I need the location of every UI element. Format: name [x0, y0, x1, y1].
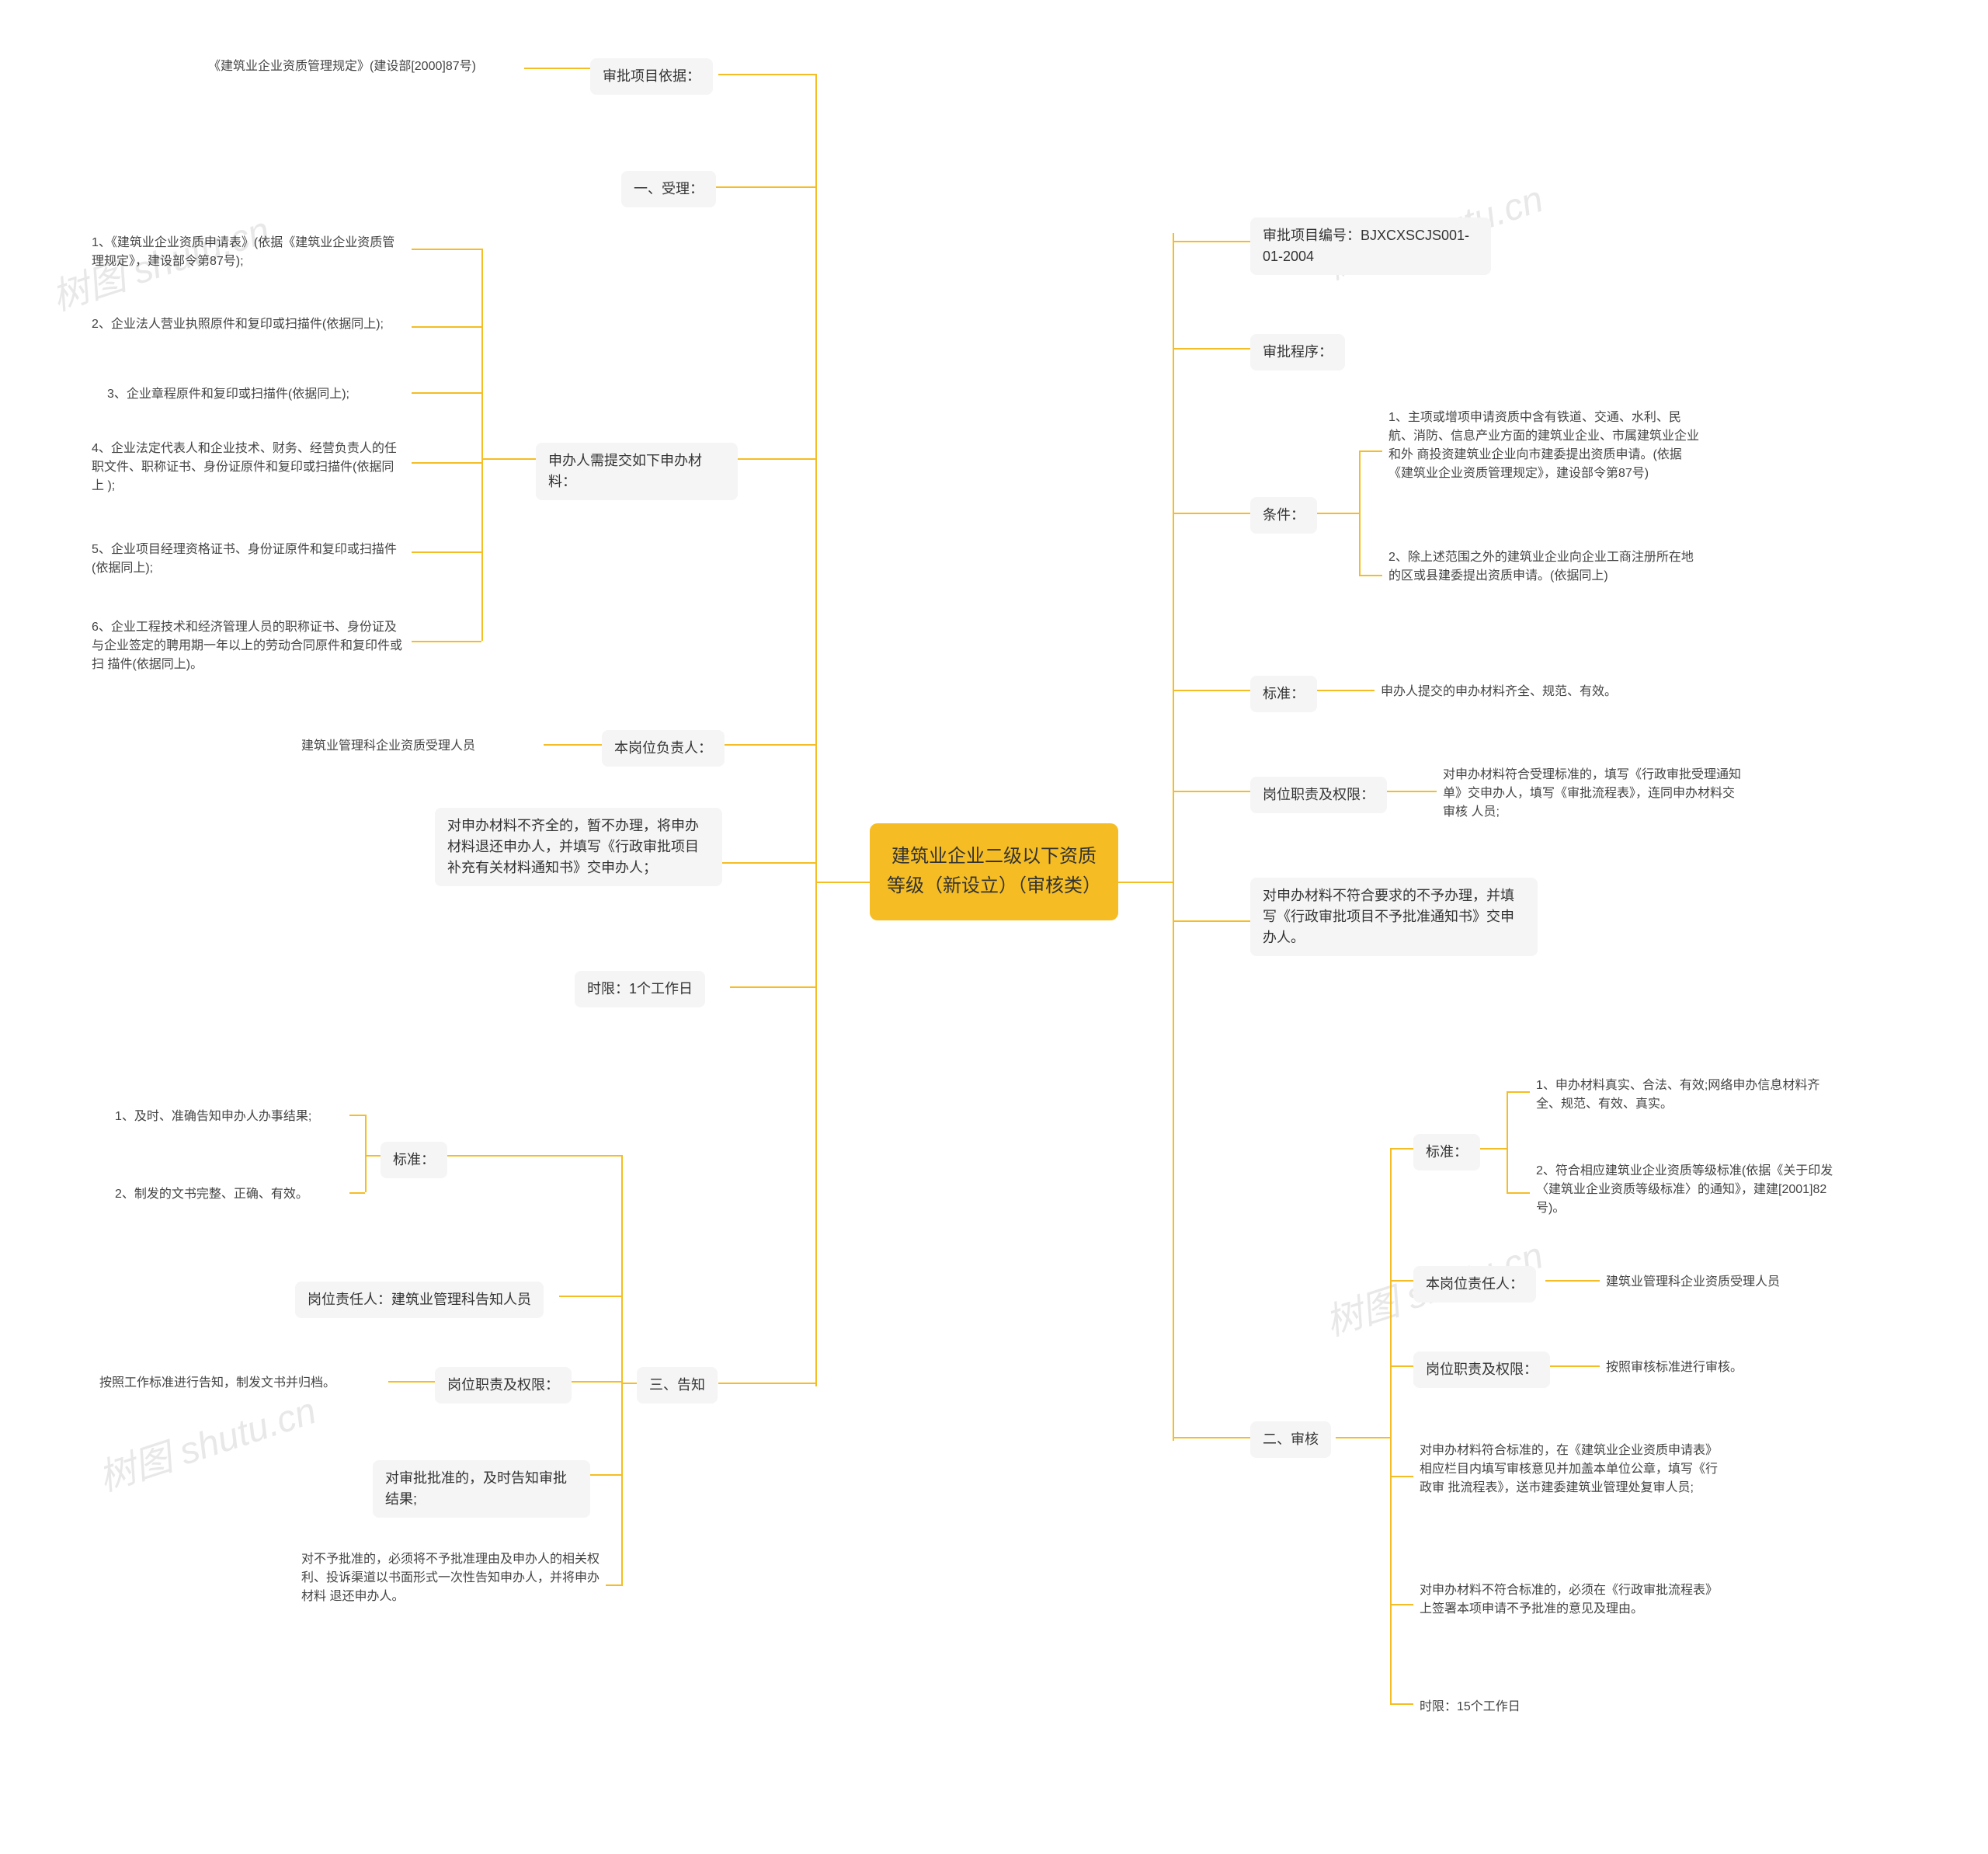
center-node[interactable]: 建筑业企业二级以下资质等级（新设立）（审核类） — [870, 823, 1118, 920]
leaf-review-std-2: 2、符合相应建筑业企业资质等级标准(依据《关于印发〈建筑业企业资质等级标准〉的通… — [1530, 1157, 1840, 1223]
leaf-review-duty: 按照审核标准进行审核。 — [1600, 1354, 1786, 1382]
leaf-material-2: 2、企业法人营业执照原件和复印或扫描件(依据同上); — [85, 311, 412, 339]
node-basis[interactable]: 审批项目依据： — [590, 58, 713, 95]
watermark: 树图 shutu.cn — [90, 1380, 321, 1501]
node-duty-accept[interactable]: 岗位职责及权限： — [1250, 777, 1387, 813]
leaf-material-4: 4、企业法定代表人和企业技术、财务、经营负责人的任职文件、职称证书、身份证原件和… — [85, 435, 412, 500]
leaf-cond-1: 1、主项或增项申请资质中含有铁道、交通、水利、民航、消防、信息产业方面的建筑业企… — [1382, 404, 1708, 488]
node-accept[interactable]: 一、受理： — [621, 171, 716, 207]
leaf-notify-std-2: 2、制发的文书完整、正确、有效。 — [109, 1181, 349, 1209]
leaf-review-person: 建筑业管理科企业资质受理人员 — [1600, 1268, 1833, 1296]
node-review-timelimit: 时限：15个工作日 — [1413, 1693, 1527, 1721]
node-notify-person[interactable]: 岗位责任人：建筑业管理科告知人员 — [295, 1282, 544, 1318]
node-review[interactable]: 二、审核 — [1250, 1421, 1331, 1458]
node-condition[interactable]: 条件： — [1250, 497, 1317, 534]
leaf-notify-duty: 按照工作标准进行告知，制发文书并归档。 — [93, 1369, 388, 1397]
node-materials[interactable]: 申办人需提交如下申办材料： — [536, 443, 738, 500]
leaf-notify-std-1: 1、及时、准确告知申办人办事结果; — [109, 1103, 349, 1131]
leaf-material-6: 6、企业工程技术和经济管理人员的职称证书、身份证及与企业签定的聘用期一年以上的劳… — [85, 614, 412, 679]
node-review-pass[interactable]: 对申办材料符合标准的，在《建筑业企业资质申请表》相应栏目内填写审核意见并加盖本单… — [1413, 1437, 1732, 1502]
node-procedure[interactable]: 审批程序： — [1250, 334, 1345, 370]
node-review-person[interactable]: 本岗位责任人： — [1413, 1266, 1536, 1303]
node-notify-approved[interactable]: 对审批批准的，及时告知审批结果; — [373, 1460, 590, 1518]
node-criteria[interactable]: 标准： — [1250, 676, 1317, 712]
leaf-material-5: 5、企业项目经理资格证书、身份证原件和复印或扫描件(依据同上); — [85, 536, 412, 583]
leaf-post-owner: 建筑业管理科企业资质受理人员 — [295, 732, 544, 760]
node-project-no[interactable]: 审批项目编号：BJXCXSCJS001-01-2004 — [1250, 217, 1491, 275]
node-reject-notice[interactable]: 对申办材料不符合要求的不予办理，并填写《行政审批项目不予批准通知书》交申办人。 — [1250, 878, 1538, 956]
node-notify-duty[interactable]: 岗位职责及权限： — [435, 1367, 572, 1404]
node-incomplete[interactable]: 对申办材料不齐全的，暂不办理，将申办材料退还申办人，并填写《行政审批项目补充有关… — [435, 808, 722, 886]
node-timelimit-left[interactable]: 时限：1个工作日 — [575, 971, 705, 1007]
leaf-review-std-1: 1、申办材料真实、合法、有效;网络申办信息材料齐全、规范、有效、真实。 — [1530, 1072, 1840, 1118]
leaf-cond-2: 2、除上述范围之外的建筑业企业向企业工商注册所在地的区或县建委提出资质申请。(依… — [1382, 544, 1708, 590]
leaf-criteria: 申办人提交的申办材料齐全、规范、有效。 — [1375, 678, 1654, 706]
node-post-owner[interactable]: 本岗位负责人： — [602, 730, 725, 767]
node-notify-reject[interactable]: 对不予批准的，必须将不予批准理由及申办人的相关权利、投诉渠道以书面形式一次性告知… — [295, 1546, 606, 1611]
node-review-std[interactable]: 标准： — [1413, 1134, 1480, 1170]
leaf-basis: 《建筑业企业资质管理规定》(建设部[2000]87号) — [202, 53, 528, 81]
leaf-duty-accept: 对申办材料符合受理标准的，填写《行政审批受理通知单》交申办人，填写《审批流程表》… — [1437, 761, 1747, 826]
node-review-duty[interactable]: 岗位职责及权限： — [1413, 1351, 1550, 1388]
node-notify-standard[interactable]: 标准： — [381, 1142, 447, 1178]
node-notify[interactable]: 三、告知 — [637, 1367, 718, 1404]
leaf-material-3: 3、企业章程原件和复印或扫描件(依据同上); — [101, 381, 412, 409]
node-review-fail[interactable]: 对申办材料不符合标准的，必须在《行政审批流程表》上签署本项申请不予批准的意见及理… — [1413, 1577, 1732, 1623]
leaf-material-1: 1、《建筑业企业资质申请表》(依据《建筑业企业资质管理规定》，建设部令第87号)… — [85, 229, 412, 276]
